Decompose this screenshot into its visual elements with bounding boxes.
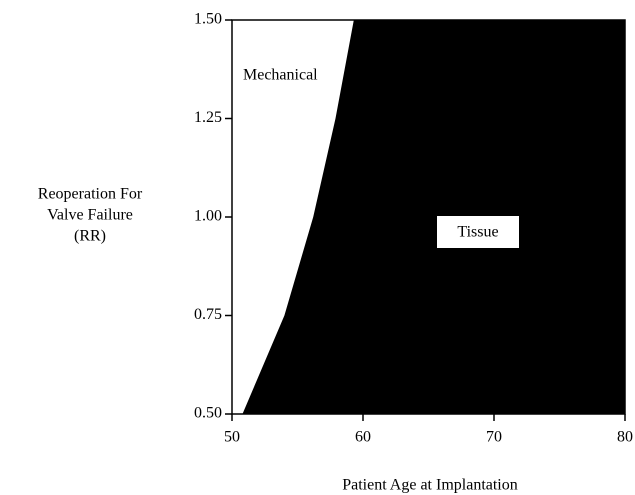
- y-axis-label: Reoperation For: [38, 186, 143, 203]
- x-axis-label: Patient Age at Implantation: [342, 477, 518, 494]
- y-axis-label: (RR): [74, 228, 106, 245]
- y-tick-label: 0.75: [194, 306, 222, 323]
- y-tick-label: 1.00: [194, 208, 222, 225]
- x-tick-label: 60: [355, 429, 371, 446]
- x-tick-label: 80: [617, 429, 633, 446]
- y-tick-label: 0.50: [194, 405, 222, 422]
- annotation-box: [437, 216, 519, 248]
- x-tick-label: 70: [486, 429, 502, 446]
- tissue-region: [242, 20, 626, 414]
- y-axis-label: Valve Failure: [47, 207, 133, 224]
- y-tick-label: 1.25: [194, 109, 222, 126]
- y-tick-label: 1.50: [194, 11, 222, 28]
- x-tick-label: 50: [224, 429, 240, 446]
- annotation: Tissue: [457, 224, 498, 241]
- annotation: Mechanical: [243, 67, 318, 84]
